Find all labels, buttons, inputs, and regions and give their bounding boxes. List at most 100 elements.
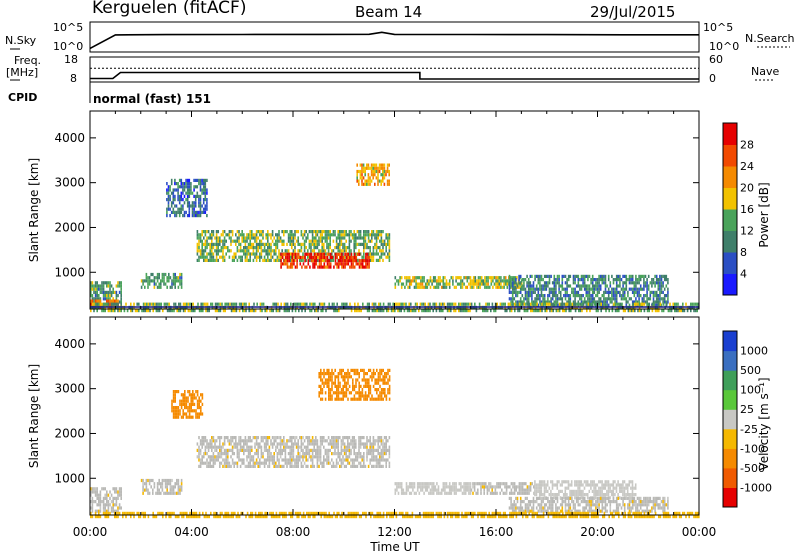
power-cell	[350, 309, 353, 313]
power-cell	[374, 163, 376, 167]
velocity-cell	[268, 461, 271, 465]
power-cell	[178, 194, 181, 198]
velocity-cell	[363, 452, 365, 456]
power-cell	[472, 282, 475, 286]
velocity-cell	[353, 442, 355, 446]
velocity-cell	[188, 409, 191, 413]
power-cell	[317, 309, 319, 313]
velocity-cell	[268, 445, 271, 449]
power-cell	[123, 309, 126, 313]
power-cell	[540, 290, 543, 294]
power-cell	[262, 233, 264, 237]
velocity-cell	[489, 491, 492, 495]
velocity-cell	[310, 455, 312, 459]
power-cell	[355, 309, 358, 313]
power-cell	[170, 309, 172, 313]
velocity-cell	[366, 448, 368, 452]
power-cell	[107, 297, 110, 301]
power-cell	[357, 262, 359, 266]
velocity-cell	[244, 442, 247, 446]
velocity-cell	[117, 496, 119, 500]
power-cell	[625, 284, 628, 288]
power-cell	[367, 246, 370, 250]
velocity-cell	[420, 482, 422, 486]
power-cell	[206, 214, 208, 218]
power-cell	[107, 290, 110, 294]
velocity-cell	[453, 485, 456, 489]
velocity-cell	[174, 393, 176, 397]
velocity-cell	[120, 506, 122, 510]
power-cell	[349, 302, 351, 306]
velocity-cell	[254, 442, 256, 446]
velocity-cell	[481, 482, 484, 486]
power-cell	[518, 278, 520, 282]
velocity-cell	[429, 491, 432, 495]
power-cell	[278, 255, 280, 259]
power-cell	[234, 309, 236, 313]
power-cell	[388, 233, 391, 237]
velocity-cell	[360, 397, 362, 401]
power-cell	[513, 281, 516, 285]
power-cell	[278, 258, 280, 262]
power-cell	[211, 249, 213, 253]
velocity-cell	[331, 394, 333, 398]
power-cell	[211, 258, 213, 262]
velocity-cell	[239, 458, 242, 462]
velocity-cell	[145, 482, 148, 486]
velocity-cell	[233, 464, 235, 468]
power-cell	[618, 302, 620, 306]
velocity-cell	[331, 436, 333, 440]
velocity-cell	[358, 452, 360, 456]
power-cell	[462, 309, 465, 313]
power-cell	[222, 249, 224, 253]
power-cell	[334, 255, 337, 260]
power-cell	[348, 252, 351, 256]
power-cell	[531, 297, 533, 301]
velocity-cell	[294, 436, 296, 440]
power-cell	[453, 309, 455, 313]
power-cell	[315, 259, 318, 263]
velocity-cell	[556, 493, 559, 497]
power-cell	[148, 279, 151, 283]
power-cell	[196, 178, 199, 182]
velocity-cell	[466, 485, 469, 489]
power-cell	[273, 258, 275, 262]
velocity-cell	[358, 455, 360, 459]
power-cell	[523, 302, 526, 306]
velocity-cell	[342, 436, 344, 440]
velocity-cell	[327, 452, 330, 456]
velocity-cell	[214, 448, 216, 452]
power-cell	[275, 233, 277, 237]
velocity-cell	[117, 490, 119, 494]
power-cell	[367, 166, 370, 170]
velocity-cell	[329, 388, 332, 392]
velocity-cell	[347, 455, 349, 459]
velocity-cell	[267, 436, 269, 440]
velocity-cell	[483, 488, 485, 492]
velocity-cell	[331, 375, 333, 379]
power-cell	[286, 242, 288, 246]
power-cell	[509, 309, 511, 313]
power-cell	[99, 290, 102, 294]
power-cell	[444, 285, 446, 289]
power-cell	[547, 300, 549, 304]
power-cell	[120, 290, 122, 294]
velocity-cell	[348, 445, 351, 449]
power-cell	[222, 309, 225, 313]
velocity-cell	[177, 415, 180, 419]
power-cell	[556, 303, 559, 307]
power-cell	[347, 259, 350, 263]
velocity-cell	[455, 485, 457, 489]
power-cell	[646, 278, 648, 282]
power-cell	[652, 297, 655, 301]
power-cell	[537, 281, 540, 285]
velocity-cell	[353, 461, 355, 465]
power-cell	[174, 279, 176, 283]
velocity-cell	[230, 442, 232, 446]
power-cell	[326, 230, 328, 234]
velocity-cell	[230, 448, 232, 452]
power-cell	[180, 178, 183, 182]
power-cell	[201, 252, 203, 256]
power-cell	[552, 302, 554, 306]
power-cell	[212, 233, 215, 237]
